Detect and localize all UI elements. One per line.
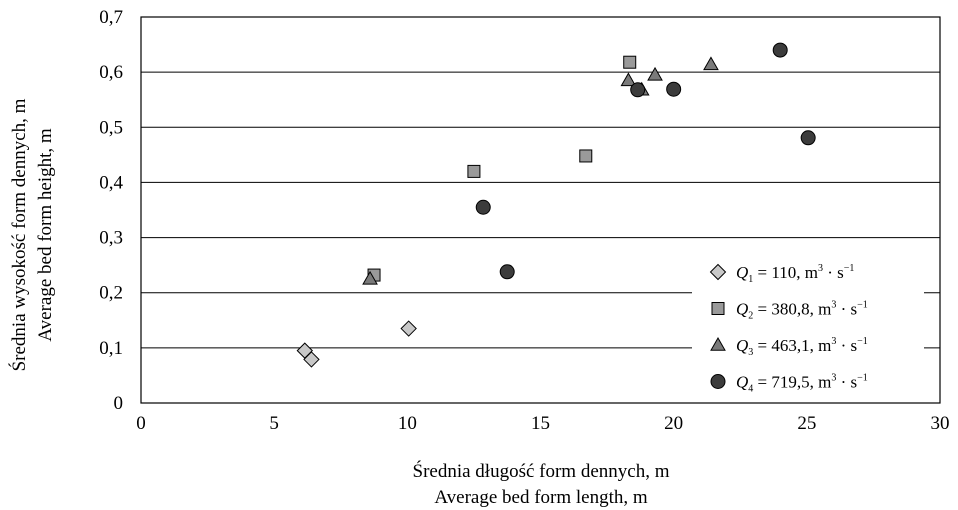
x-tick-label: 15 [531, 413, 550, 434]
x-tick-label: 5 [269, 413, 279, 434]
y-axis-title-line-1: Średnia wysokość form dennych, m [8, 98, 30, 371]
legend-label: Q2 = 380,8, m3 · s−1 [736, 300, 868, 322]
y-tick-label: 0 [114, 393, 124, 414]
y-tick-label: 0,5 [99, 117, 123, 138]
legend-label: Q4 = 719,5, m3 · s−1 [736, 373, 868, 395]
axis-ticks: 0 0,1 0,2 0,3 0,4 0,5 0,6 0,7 0 5 10 15 20 25 30 [99, 7, 949, 434]
x-tick-label: 30 [931, 413, 950, 434]
legend-marker-square [711, 302, 725, 315]
y-tick-label: 0,3 [99, 228, 123, 249]
legend-marker-triangle [710, 336, 726, 351]
data-point-circle [499, 264, 515, 280]
legend-label: Q3 = 463,1, m3 · s−1 [736, 336, 868, 358]
plot-area-frame [140, 16, 941, 404]
data-point-circle [800, 130, 816, 146]
data-point-triangle [647, 66, 663, 81]
x-tick-label: 10 [398, 413, 417, 434]
y-tick-label: 0,6 [99, 62, 123, 83]
y-tick-label: 0,2 [99, 283, 123, 304]
legend: Q1 = 110, m3 · s−1 Q2 = 380,8, m3 · s−1 Q3… [692, 252, 924, 400]
x-axis-title-line-2: Average bed form length, m [434, 487, 648, 508]
data-point-circle [772, 42, 788, 58]
data-point-square [467, 164, 481, 178]
data-point-square [579, 149, 593, 163]
x-tick-label: 20 [664, 413, 683, 434]
data-point-diamond [303, 351, 320, 368]
y-tick-label: 0,7 [99, 7, 123, 28]
data-point-diamond [400, 320, 417, 337]
legend-background [692, 252, 924, 400]
y-tick-label: 0,1 [99, 338, 123, 359]
legend-marker-circle [710, 374, 726, 389]
data-point-triangle [620, 72, 637, 87]
data-point-triangle [362, 270, 378, 285]
legend-label: Q1 = 110, m3 · s−1 [736, 263, 854, 285]
legend-marker-diamond [709, 263, 727, 281]
y-tick-label: 0,4 [99, 172, 123, 193]
data-point-circle [475, 199, 491, 215]
data-points [296, 42, 816, 368]
x-axis-title-line-1: Średnia długość form dennych, m [413, 460, 670, 482]
y-axis-title-line-2: Average bed form height, m [35, 128, 56, 342]
data-point-triangle [703, 56, 719, 71]
data-point-circle [630, 82, 646, 98]
data-point-circle [666, 81, 682, 97]
x-tick-label: 0 [136, 413, 146, 434]
data-point-square [623, 55, 637, 69]
x-tick-label: 25 [797, 413, 816, 434]
